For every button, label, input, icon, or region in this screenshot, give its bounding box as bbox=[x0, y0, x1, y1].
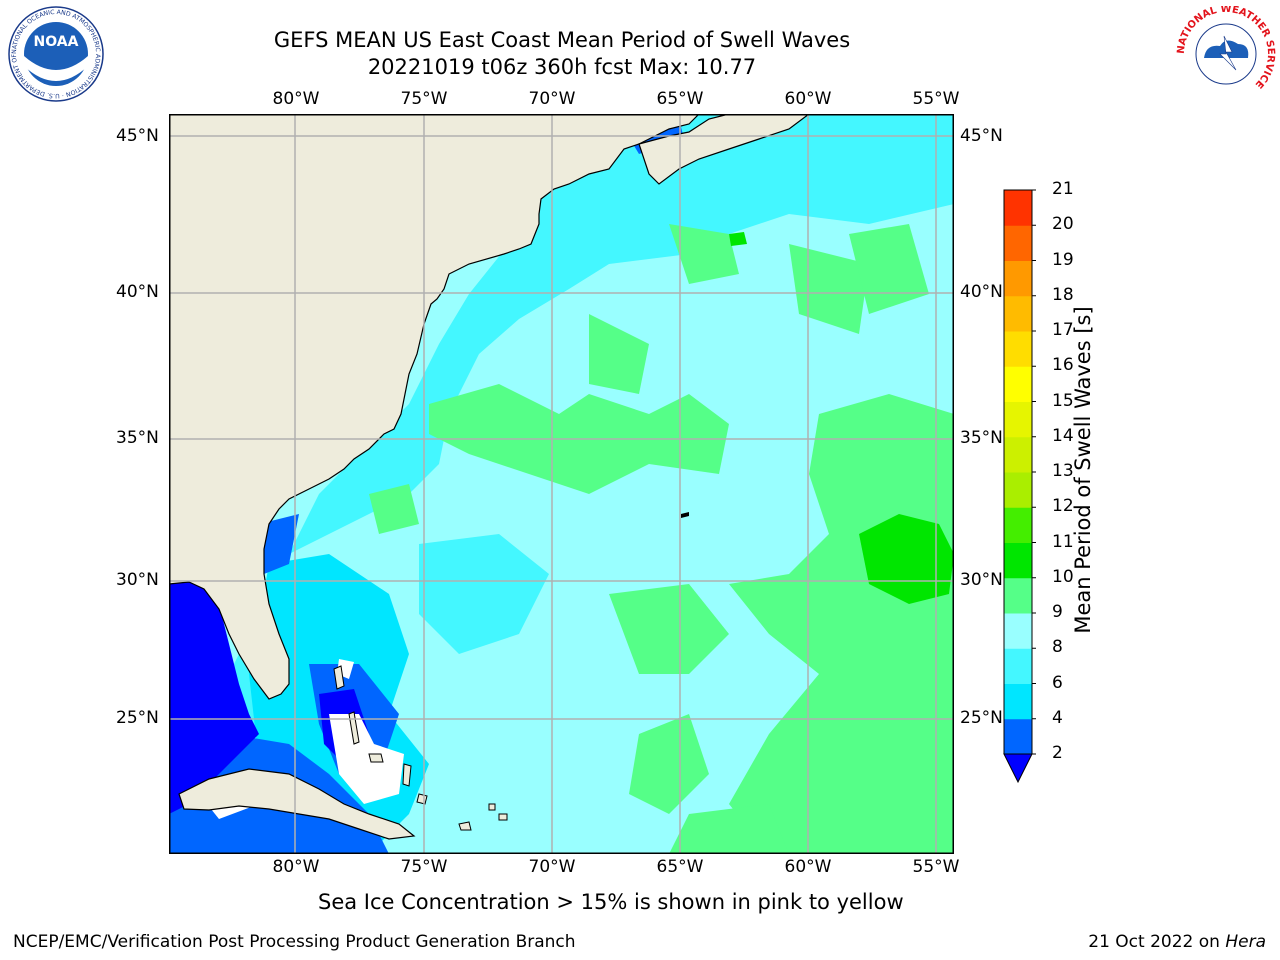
land-us bbox=[169, 114, 700, 700]
colorbar-segment bbox=[1004, 718, 1032, 755]
colorbar-tick-label: 6 bbox=[1052, 672, 1063, 693]
lat-label-left-35n: 35°N bbox=[116, 428, 159, 448]
lat-label-left-40n: 40°N bbox=[116, 282, 159, 302]
colorbar-segment bbox=[1004, 295, 1032, 332]
sea-ice-note: Sea Ice Concentration > 15% is shown in … bbox=[318, 890, 904, 914]
colorbar-tick-label: 9 bbox=[1052, 602, 1063, 622]
colorbar-tick-label: 13 bbox=[1052, 461, 1074, 481]
colorbar-tick-label: 21 bbox=[1052, 179, 1074, 199]
colorbar-segment bbox=[1004, 260, 1032, 297]
colorbar-segment bbox=[1004, 401, 1032, 438]
colorbar-label: Mean Period of Swell Waves [s] bbox=[1071, 306, 1095, 634]
footer-credit: NCEP/EMC/Verification Post Processing Pr… bbox=[13, 932, 576, 952]
title-line-2: 20221019 t06z 360h fcst Max: 10.77 bbox=[367, 55, 757, 79]
colorbar-segment bbox=[1004, 436, 1032, 473]
colorbar-segment bbox=[1004, 542, 1032, 579]
colorbar-tick-label: 12 bbox=[1052, 496, 1074, 517]
footer-date-text: 21 Oct 2022 on bbox=[1088, 932, 1226, 952]
lon-label-top-75w: 75°W bbox=[400, 89, 448, 109]
swell-band-9-10 bbox=[369, 224, 954, 854]
lon-label-bottom-55w: 55°W bbox=[912, 857, 960, 877]
colorbar-tick-label: 15 bbox=[1052, 390, 1074, 411]
lon-label-top-55w: 55°W bbox=[912, 89, 960, 109]
lat-label-right-30n: 30°N bbox=[960, 570, 1003, 590]
colorbar-tick-label: 20 bbox=[1052, 214, 1074, 235]
lon-label-bottom-80w: 80°W bbox=[272, 857, 320, 877]
svg-text:NOAA: NOAA bbox=[34, 34, 79, 50]
graticule bbox=[169, 114, 954, 854]
colorbar-tick-label: 10 bbox=[1052, 566, 1074, 587]
colorbar-under-arrow bbox=[1003, 753, 1033, 784]
colorbar-segment bbox=[1004, 331, 1032, 367]
lat-label-left-25n: 25°N bbox=[116, 708, 159, 728]
colorbar-segment bbox=[1004, 613, 1032, 649]
colorbar-segment bbox=[1004, 190, 1032, 226]
lat-label-right-45n: 45°N bbox=[960, 126, 1003, 146]
colorbar-segment bbox=[1004, 683, 1032, 720]
colorbar-segment bbox=[1004, 472, 1032, 508]
land-canada bbox=[638, 114, 810, 185]
lon-label-bottom-60w: 60°W bbox=[784, 857, 832, 877]
colorbar-tick-label: 19 bbox=[1052, 249, 1074, 270]
colorbar-tick-label: 14 bbox=[1052, 425, 1074, 446]
no-data-region bbox=[329, 714, 404, 804]
lat-label-left-45n: 45°N bbox=[116, 126, 159, 146]
lon-label-top-60w: 60°W bbox=[784, 89, 832, 109]
footer-date: 21 Oct 2022 on Hera bbox=[1088, 932, 1266, 952]
lon-label-bottom-75w: 75°W bbox=[400, 857, 448, 877]
colorbar-tick-label: 11 bbox=[1052, 531, 1074, 552]
colorbar-tick-label: 8 bbox=[1052, 637, 1063, 658]
colorbar-segment bbox=[1004, 648, 1032, 684]
colorbar-tick-label: 16 bbox=[1052, 355, 1074, 376]
land-bahamas bbox=[333, 665, 508, 831]
colorbar bbox=[1003, 189, 1036, 784]
map-plot bbox=[169, 114, 954, 854]
colorbar-segment bbox=[1004, 577, 1032, 614]
lon-label-top-65w: 65°W bbox=[656, 89, 704, 109]
colorbar-tick-label: 18 bbox=[1052, 284, 1074, 305]
lat-label-right-35n: 35°N bbox=[960, 428, 1003, 448]
lon-label-bottom-65w: 65°W bbox=[656, 857, 704, 877]
lon-label-top-70w: 70°W bbox=[528, 89, 576, 109]
lon-label-top-80w: 80°W bbox=[272, 89, 320, 109]
colorbar-segment bbox=[1004, 225, 1032, 261]
title-line-1: GEFS MEAN US East Coast Mean Period of S… bbox=[273, 28, 851, 52]
lat-label-right-25n: 25°N bbox=[960, 708, 1003, 728]
colorbar-tick-label: 17 bbox=[1052, 320, 1074, 340]
noaa-logo: NATIONAL OCEANIC AND ATMOSPHERIC ADMINIS… bbox=[8, 6, 104, 102]
colorbar-tick-label: 4 bbox=[1052, 707, 1063, 728]
footer-machine: Hera bbox=[1225, 932, 1266, 952]
land-bermuda bbox=[681, 512, 689, 518]
colorbar-tick-label: 2 bbox=[1052, 743, 1063, 763]
lat-label-right-40n: 40°N bbox=[960, 282, 1003, 302]
colorbar-segment bbox=[1004, 366, 1032, 402]
lat-label-left-30n: 30°N bbox=[116, 570, 159, 590]
colorbar-segment bbox=[1004, 507, 1032, 543]
swell-band-under-2 bbox=[169, 579, 259, 814]
land-cuba bbox=[178, 768, 416, 840]
lon-label-bottom-70w: 70°W bbox=[528, 857, 576, 877]
nws-logo: NATIONAL WEATHER SERVICE bbox=[1176, 6, 1276, 100]
